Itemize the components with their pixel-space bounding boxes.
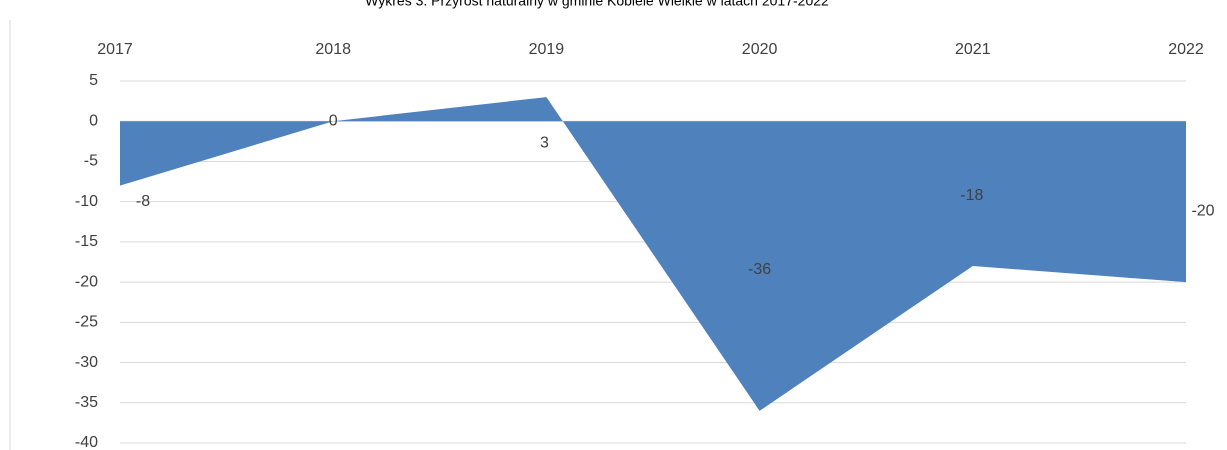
x-tick-label: 2018 xyxy=(315,41,351,58)
x-tick-label: 2017 xyxy=(97,41,133,58)
area xyxy=(120,97,1186,411)
y-tick-label: -35 xyxy=(75,394,98,411)
data-label: -8 xyxy=(136,193,150,210)
y-tick-label: -10 xyxy=(75,193,98,210)
y-tick-label: -25 xyxy=(75,314,98,331)
y-tick-label: -20 xyxy=(75,273,98,290)
data-label: -18 xyxy=(960,187,983,204)
x-tick-label: 2020 xyxy=(742,41,778,58)
data-label: 3 xyxy=(540,134,549,151)
x-tick-label: 2021 xyxy=(955,41,991,58)
data-label: 0 xyxy=(329,112,338,129)
chart-title: Wykres 3. Przyrost naturalny w gminie Ko… xyxy=(365,0,829,9)
x-tick-label: 2019 xyxy=(529,41,565,58)
data-label: -36 xyxy=(748,261,771,278)
y-tick-label: 0 xyxy=(89,112,98,129)
y-tick-label: -15 xyxy=(75,233,98,250)
y-tick-label: -30 xyxy=(75,354,98,371)
data-label: -20 xyxy=(1191,202,1214,219)
x-tick-label: 2022 xyxy=(1168,41,1204,58)
y-tick-label: 5 xyxy=(89,72,98,89)
y-tick-label: -5 xyxy=(84,153,98,170)
y-tick-label: -40 xyxy=(75,434,98,450)
